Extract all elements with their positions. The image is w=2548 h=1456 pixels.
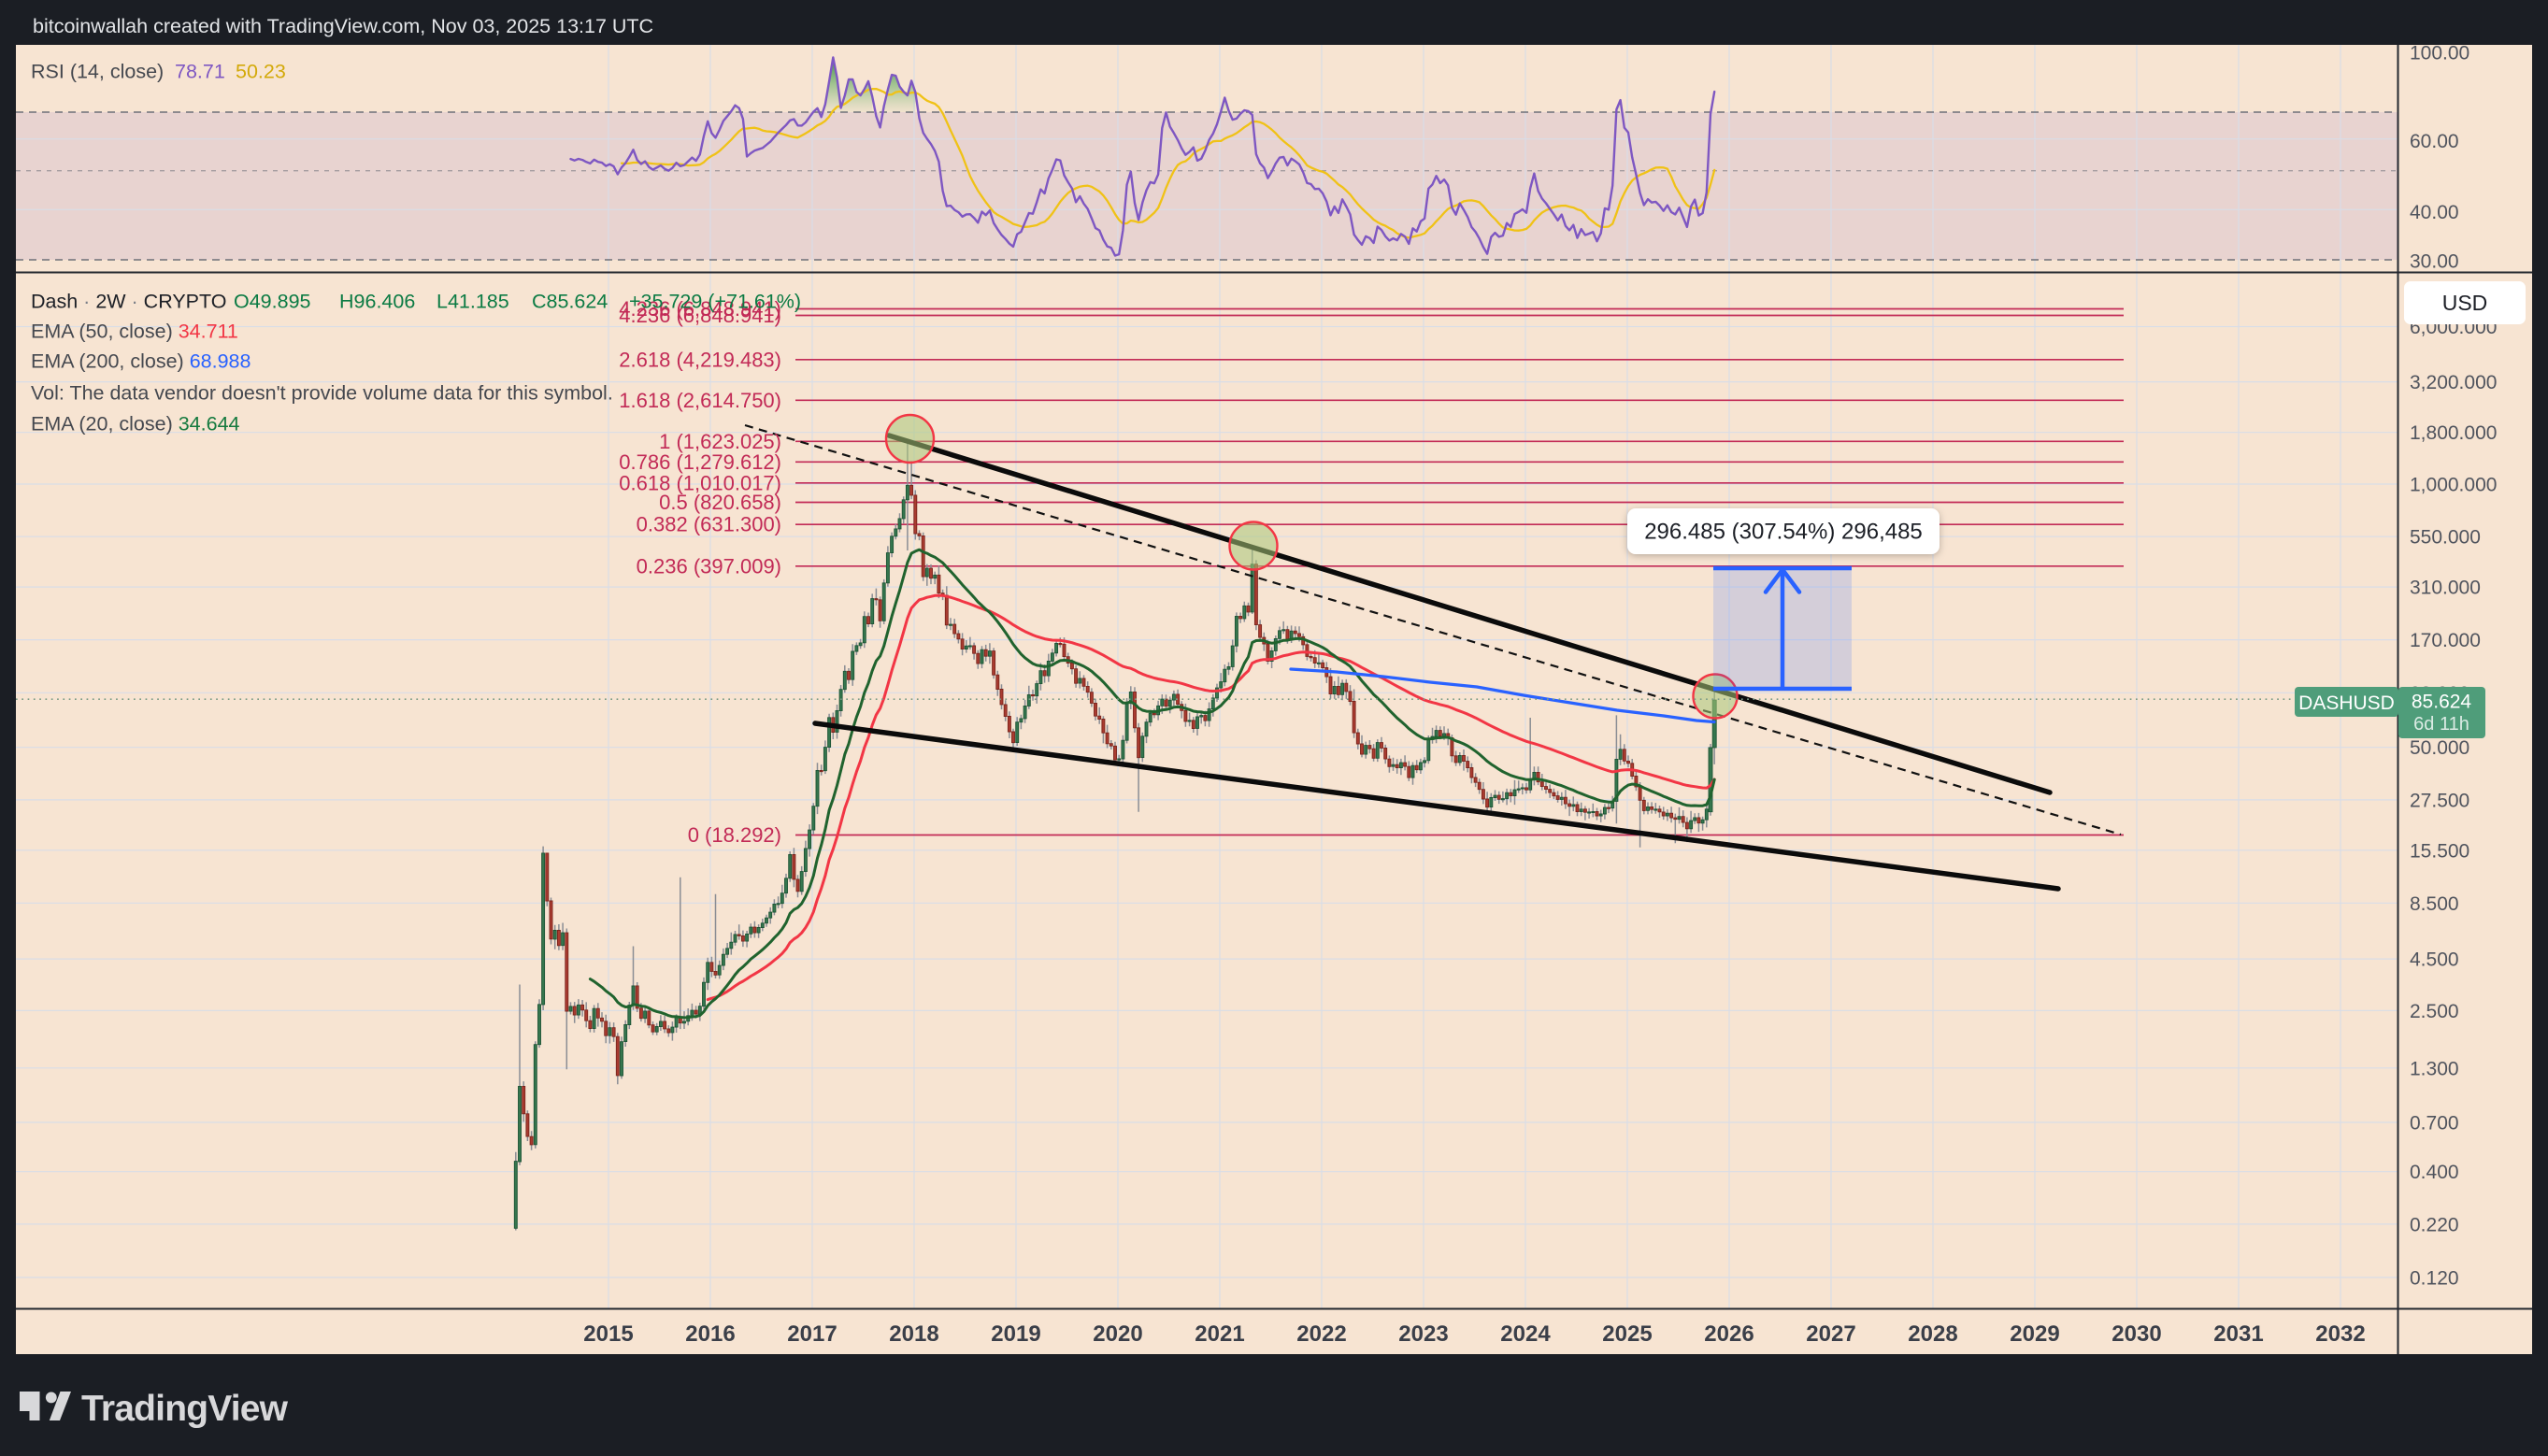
svg-text:2016: 2016 — [685, 1321, 735, 1347]
svg-text:0.236 (397.009): 0.236 (397.009) — [637, 554, 781, 578]
svg-text:2027: 2027 — [1806, 1321, 1855, 1347]
svg-text:2028: 2028 — [1908, 1321, 1957, 1347]
svg-text:2017: 2017 — [787, 1321, 837, 1347]
svg-text:1.618 (2,614.750): 1.618 (2,614.750) — [619, 389, 781, 412]
svg-text:50.23: 50.23 — [236, 61, 286, 83]
svg-text:2025: 2025 — [1602, 1321, 1652, 1347]
svg-text:100.00: 100.00 — [2410, 43, 2469, 64]
svg-text:2019: 2019 — [991, 1321, 1040, 1347]
svg-text:2030: 2030 — [2111, 1321, 2161, 1347]
svg-text:4.236 (6,848.941): 4.236 (6,848.941) — [619, 304, 781, 327]
svg-text:+35.729 (+71.61%): +35.729 (+71.61%) — [629, 291, 801, 313]
svg-text:1.300: 1.300 — [2410, 1058, 2459, 1079]
svg-text:0.618 (1,010.017): 0.618 (1,010.017) — [619, 471, 781, 494]
svg-text:1,000.000: 1,000.000 — [2410, 475, 2497, 496]
svg-text:296.485 (307.54%) 296,485: 296.485 (307.54%) 296,485 — [1644, 520, 1923, 545]
svg-text:2031: 2031 — [2213, 1321, 2263, 1347]
svg-text:50.000: 50.000 — [2410, 737, 2469, 759]
svg-text:0 (18.292): 0 (18.292) — [688, 823, 781, 847]
svg-text:2.500: 2.500 — [2410, 1001, 2459, 1022]
svg-text:EMA (50, close) 34.711: EMA (50, close) 34.711 — [31, 321, 238, 343]
svg-text:2026: 2026 — [1704, 1321, 1754, 1347]
svg-text:0.382 (631.300): 0.382 (631.300) — [637, 513, 781, 536]
svg-text:C85.624: C85.624 — [532, 291, 608, 313]
svg-text:0.400: 0.400 — [2410, 1162, 2459, 1183]
svg-text:2029: 2029 — [2010, 1321, 2059, 1347]
svg-text:2.618 (4,219.483): 2.618 (4,219.483) — [619, 348, 781, 371]
svg-text:4.500: 4.500 — [2410, 949, 2459, 971]
svg-text:1,800.000: 1,800.000 — [2410, 422, 2497, 444]
svg-text:2022: 2022 — [1296, 1321, 1346, 1347]
svg-text:30.00: 30.00 — [2410, 251, 2459, 273]
svg-text:15.500: 15.500 — [2410, 840, 2469, 862]
svg-text:H96.406: H96.406 — [339, 291, 415, 313]
svg-text:2024: 2024 — [1500, 1321, 1551, 1347]
svg-text:2021: 2021 — [1195, 1321, 1244, 1347]
svg-text:4.236 (6,848.941): 4.236 (6,848.941) — [619, 297, 781, 321]
svg-text:78.71: 78.71 — [175, 61, 225, 83]
svg-text:RSI (14, close): RSI (14, close) — [31, 61, 164, 83]
svg-text:6d 11h: 6d 11h — [2413, 714, 2469, 735]
svg-text:60.00: 60.00 — [2410, 131, 2459, 152]
svg-text:85.624: 85.624 — [2412, 692, 2472, 713]
svg-text:TradingView: TradingView — [81, 1389, 289, 1429]
svg-text:EMA (20, close) 34.644: EMA (20, close) 34.644 — [31, 413, 240, 435]
svg-text:2015: 2015 — [583, 1321, 633, 1347]
svg-text:2023: 2023 — [1398, 1321, 1448, 1347]
svg-text:2018: 2018 — [889, 1321, 938, 1347]
svg-text:DASHUSD: DASHUSD — [2298, 692, 2395, 714]
svg-text:0.700: 0.700 — [2410, 1113, 2459, 1135]
svg-text:550.000: 550.000 — [2410, 527, 2481, 549]
svg-text:2032: 2032 — [2315, 1321, 2365, 1347]
svg-text:2020: 2020 — [1093, 1321, 1142, 1347]
svg-text:0.786 (1,279.612): 0.786 (1,279.612) — [619, 450, 781, 474]
svg-text:1 (1,623.025): 1 (1,623.025) — [659, 430, 781, 453]
svg-text:L41.185: L41.185 — [437, 291, 509, 313]
svg-text:40.00: 40.00 — [2410, 202, 2459, 223]
svg-text:310.000: 310.000 — [2410, 578, 2481, 599]
svg-text:bitcoinwallah created with Tra: bitcoinwallah created with TradingView.c… — [33, 15, 653, 37]
svg-text:EMA (200, close) 68.988: EMA (200, close) 68.988 — [31, 350, 251, 373]
svg-text:27.500: 27.500 — [2410, 790, 2469, 811]
svg-text:O49.895: O49.895 — [234, 291, 311, 313]
svg-text:170.000: 170.000 — [2410, 630, 2481, 651]
svg-text:0.120: 0.120 — [2410, 1267, 2459, 1289]
svg-text:0.5 (820.658): 0.5 (820.658) — [659, 491, 781, 514]
svg-text:8.500: 8.500 — [2410, 893, 2459, 915]
svg-text:Vol: The data vendor doesn't p: Vol: The data vendor doesn't provide vol… — [31, 382, 613, 405]
svg-text:0.220: 0.220 — [2410, 1214, 2459, 1235]
svg-text:USD: USD — [2442, 291, 2488, 315]
svg-text:3,200.000: 3,200.000 — [2410, 372, 2497, 393]
svg-text:Dash · 2W · CRYPTO: Dash · 2W · CRYPTO — [31, 291, 227, 313]
